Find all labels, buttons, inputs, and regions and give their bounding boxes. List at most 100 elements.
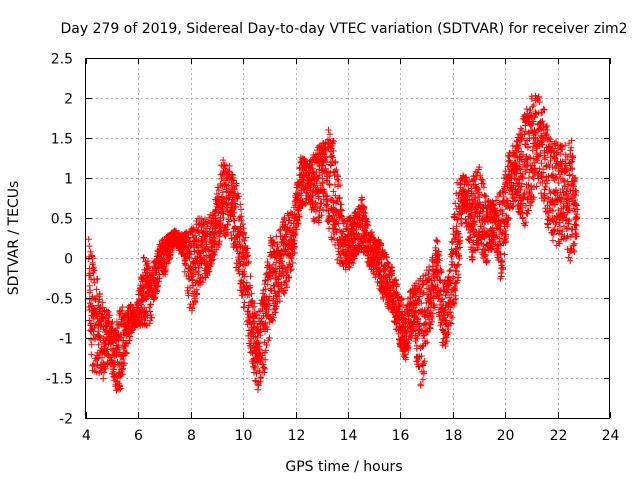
data-point <box>313 179 321 187</box>
data-point <box>204 271 211 279</box>
data-point <box>283 278 290 285</box>
data-point <box>244 259 252 267</box>
x-tick-label: 10 <box>235 428 253 444</box>
data-point <box>232 225 239 232</box>
data-point <box>116 308 123 316</box>
data-point <box>204 220 211 228</box>
data-point <box>105 308 112 315</box>
data-point <box>532 110 540 117</box>
data-point <box>327 169 334 176</box>
x-tick-label: 16 <box>392 428 410 444</box>
data-point <box>322 154 330 161</box>
data-point <box>251 364 258 372</box>
data-point <box>100 369 108 376</box>
data-point <box>288 255 295 262</box>
data-point <box>247 319 254 326</box>
data-point <box>291 244 298 251</box>
data-point <box>338 207 346 214</box>
data-point <box>113 325 121 332</box>
data-point <box>257 326 264 333</box>
data-point <box>203 241 210 248</box>
data-point <box>238 278 246 285</box>
data-point <box>241 237 248 244</box>
data-point <box>94 355 101 363</box>
data-point <box>274 243 281 251</box>
data-point <box>224 229 232 236</box>
data-point <box>498 269 505 277</box>
data-point <box>287 267 294 274</box>
data-point <box>283 231 290 238</box>
data-point <box>119 303 126 311</box>
data-point <box>327 162 335 169</box>
data-point <box>281 290 288 297</box>
chart-title: Day 279 of 2019, Sidereal Day-to-day VTE… <box>61 21 628 37</box>
data-point <box>236 238 243 246</box>
data-point <box>102 365 109 372</box>
data-point <box>228 235 235 242</box>
x-tick-label: 8 <box>187 428 196 444</box>
data-point <box>100 314 107 321</box>
data-point <box>293 225 300 233</box>
data-point <box>154 282 162 290</box>
data-point <box>319 179 326 186</box>
data-point <box>126 333 134 340</box>
data-point <box>271 239 278 247</box>
data-point <box>319 206 327 213</box>
x-tick-label: 4 <box>82 428 91 444</box>
data-point <box>232 203 240 211</box>
data-point <box>182 262 189 269</box>
data-point <box>247 273 254 280</box>
data-point <box>295 210 303 218</box>
data-point <box>285 274 293 281</box>
data-point <box>231 217 238 224</box>
data-point <box>195 264 203 271</box>
data-point <box>156 275 163 282</box>
data-point <box>446 267 453 275</box>
data-point <box>187 242 194 250</box>
y-tick-label: -1.5 <box>46 372 73 388</box>
data-point <box>286 217 293 224</box>
data-point <box>447 266 454 274</box>
x-tick-label: 14 <box>340 428 358 444</box>
data-point <box>241 262 249 269</box>
data-point <box>545 224 552 231</box>
data-point <box>433 236 440 244</box>
data-point <box>153 288 161 295</box>
data-point <box>304 189 311 196</box>
data-point <box>239 220 247 228</box>
data-point <box>244 252 252 259</box>
data-point <box>251 300 258 307</box>
data-point <box>91 279 98 287</box>
data-point <box>266 293 273 300</box>
data-point <box>289 259 296 267</box>
data-point <box>146 308 154 315</box>
data-point <box>252 363 259 370</box>
data-point <box>121 360 128 367</box>
data-point <box>88 351 95 358</box>
data-point <box>162 265 169 273</box>
data-point <box>270 314 277 321</box>
data-point <box>549 237 557 244</box>
data-point <box>215 187 222 194</box>
data-point <box>137 301 145 308</box>
data-point <box>257 374 265 381</box>
data-point <box>209 234 217 241</box>
data-point <box>88 341 95 348</box>
data-point <box>228 171 236 178</box>
data-point <box>119 365 126 372</box>
data-point <box>197 242 204 249</box>
data-point <box>275 247 282 254</box>
data-point <box>272 309 279 316</box>
data-point <box>185 292 192 299</box>
data-point <box>220 156 227 164</box>
x-tick-label: 24 <box>602 428 620 444</box>
data-point <box>256 346 263 353</box>
data-point <box>164 259 172 267</box>
data-point <box>238 217 245 224</box>
data-point <box>326 131 334 138</box>
data-point <box>223 226 231 233</box>
data-point <box>117 307 125 314</box>
data-point <box>192 295 199 302</box>
data-point <box>325 126 332 134</box>
